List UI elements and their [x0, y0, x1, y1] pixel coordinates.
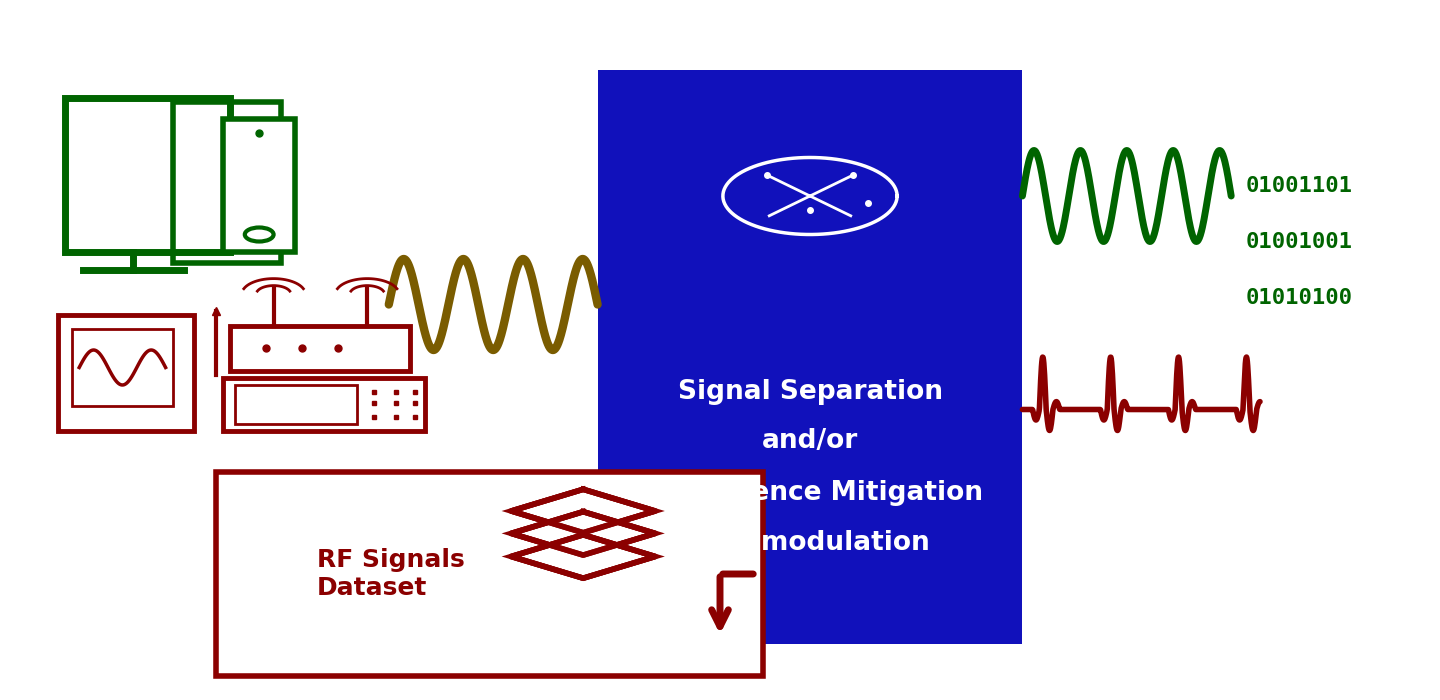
- Polygon shape: [511, 489, 655, 533]
- Text: 01001101: 01001101: [1246, 176, 1352, 195]
- FancyBboxPatch shape: [216, 473, 763, 676]
- Polygon shape: [511, 535, 655, 578]
- Text: RF Signals
Dataset: RF Signals Dataset: [317, 548, 465, 600]
- Polygon shape: [511, 512, 655, 555]
- Text: 01010100: 01010100: [1246, 288, 1352, 307]
- Text: and/or: and/or: [762, 428, 858, 454]
- FancyBboxPatch shape: [223, 119, 295, 252]
- Text: 01001001: 01001001: [1246, 232, 1352, 251]
- FancyBboxPatch shape: [173, 102, 281, 262]
- Text: Signal Separation: Signal Separation: [677, 379, 943, 405]
- FancyBboxPatch shape: [598, 70, 1022, 644]
- Text: + Demodulation: + Demodulation: [690, 529, 930, 556]
- Text: Interference Mitigation: Interference Mitigation: [636, 480, 984, 507]
